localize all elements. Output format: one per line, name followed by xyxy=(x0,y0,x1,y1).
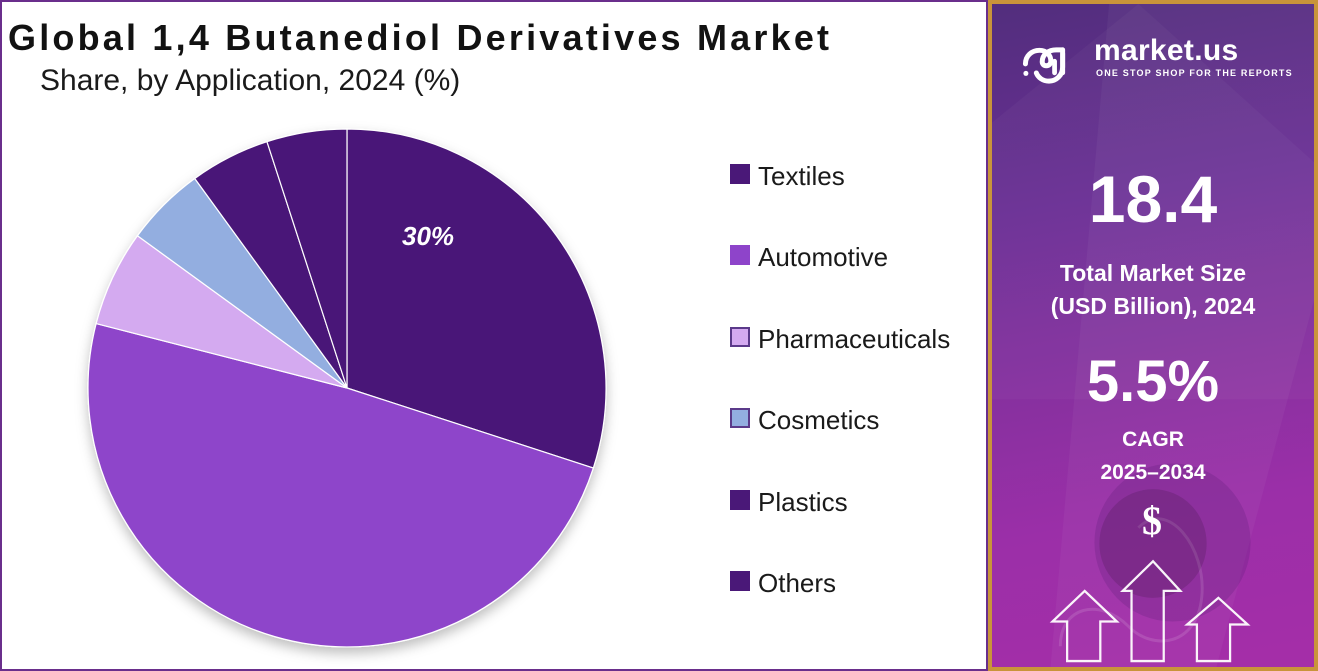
svg-text:30%: 30% xyxy=(402,221,454,251)
